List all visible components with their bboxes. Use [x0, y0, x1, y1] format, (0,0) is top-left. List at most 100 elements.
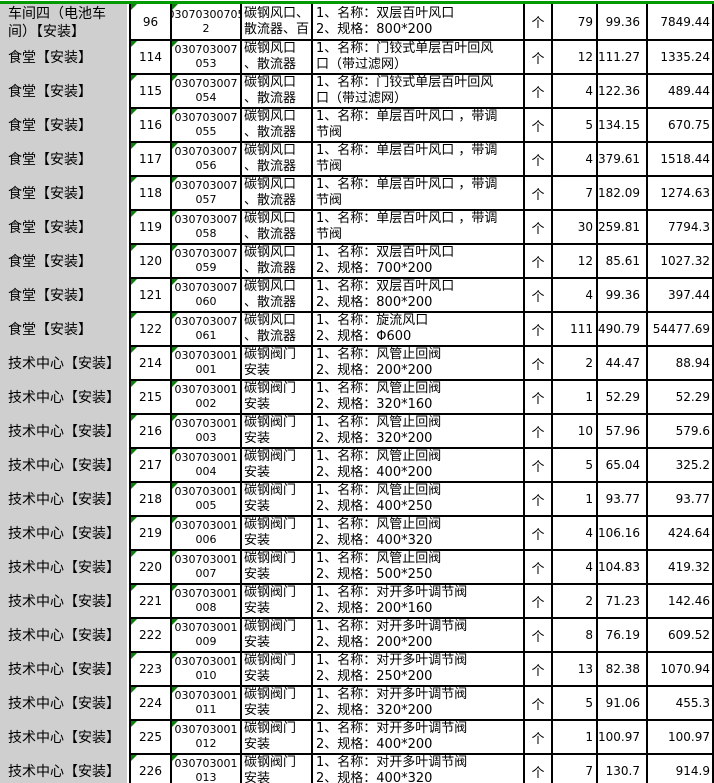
item-number-cell[interactable]: 219	[131, 517, 172, 551]
item-name-cell[interactable]: 碳钢阀门 安装	[242, 415, 313, 449]
quantity-cell[interactable]: 4	[553, 517, 598, 551]
total-price-cell[interactable]: 52.29	[648, 381, 714, 415]
item-code-cell[interactable]: 030703007 055	[172, 109, 242, 143]
unit-cell[interactable]: 个	[525, 245, 553, 279]
item-number-cell[interactable]: 121	[131, 279, 172, 313]
group-label-cell[interactable]: 技术中心【安装】	[0, 415, 129, 449]
item-number-cell[interactable]: 215	[131, 381, 172, 415]
unit-cell[interactable]: 个	[525, 313, 553, 347]
unit-cell[interactable]: 个	[525, 177, 553, 211]
item-code-cell[interactable]: 030703001 009	[172, 619, 242, 653]
group-label-cell[interactable]: 食堂【安装】	[0, 279, 129, 313]
group-label-cell[interactable]: 技术中心【安装】	[0, 517, 129, 551]
quantity-cell[interactable]: 79	[553, 4, 598, 41]
unit-cell[interactable]: 个	[525, 415, 553, 449]
item-name-cell[interactable]: 碳钢风口 、散流器	[242, 109, 313, 143]
total-price-cell[interactable]: 7849.44	[648, 4, 714, 41]
item-description-cell[interactable]: 1、名称：双层百叶风口 2、规格：800*200	[313, 279, 525, 313]
item-name-cell[interactable]: 碳钢阀门 安装	[242, 551, 313, 585]
item-description-cell[interactable]: 1、名称：门铰式单层百叶回风 口（带过滤网）	[313, 41, 525, 75]
group-label-cell[interactable]: 技术中心【安装】	[0, 755, 129, 783]
total-price-cell[interactable]: 1070.94	[648, 653, 714, 687]
group-label-cell[interactable]: 技术中心【安装】	[0, 653, 129, 687]
unit-cell[interactable]: 个	[525, 517, 553, 551]
total-price-cell[interactable]: 670.75	[648, 109, 714, 143]
item-name-cell[interactable]: 碳钢阀门 安装	[242, 687, 313, 721]
item-name-cell[interactable]: 碳钢风口 、散流器	[242, 279, 313, 313]
unit-cell[interactable]: 个	[525, 721, 553, 755]
item-code-cell[interactable]: 030703007 054	[172, 75, 242, 109]
quantity-cell[interactable]: 4	[553, 143, 598, 177]
group-label-cell[interactable]: 技术中心【安装】	[0, 721, 129, 755]
item-code-cell[interactable]: 030703007 053	[172, 41, 242, 75]
unit-price-cell[interactable]: 52.29	[598, 381, 648, 415]
item-name-cell[interactable]: 碳钢风口 、散流器	[242, 245, 313, 279]
unit-price-cell[interactable]: 71.23	[598, 585, 648, 619]
unit-price-cell[interactable]: 85.61	[598, 245, 648, 279]
item-code-cell[interactable]: 030703001 006	[172, 517, 242, 551]
unit-cell[interactable]: 个	[525, 347, 553, 381]
item-description-cell[interactable]: 1、名称：对开多叶调节阀 2、规格：400*320	[313, 755, 525, 783]
item-number-cell[interactable]: 118	[131, 177, 172, 211]
quantity-cell[interactable]: 8	[553, 619, 598, 653]
group-label-cell[interactable]: 技术中心【安装】	[0, 449, 129, 483]
total-price-cell[interactable]: 93.77	[648, 483, 714, 517]
quantity-cell[interactable]: 4	[553, 75, 598, 109]
quantity-cell[interactable]: 7	[553, 177, 598, 211]
total-price-cell[interactable]: 325.2	[648, 449, 714, 483]
item-number-cell[interactable]: 216	[131, 415, 172, 449]
item-code-cell[interactable]: 030703007 057	[172, 177, 242, 211]
total-price-cell[interactable]: 100.97	[648, 721, 714, 755]
item-name-cell[interactable]: 碳钢阀门 安装	[242, 585, 313, 619]
item-code-cell[interactable]: 030703001 010	[172, 653, 242, 687]
quantity-cell[interactable]: 10	[553, 415, 598, 449]
group-label-cell[interactable]: 食堂【安装】	[0, 313, 129, 347]
item-number-cell[interactable]: 114	[131, 41, 172, 75]
item-description-cell[interactable]: 1、名称：单层百叶风口 ，带调 节阀	[313, 177, 525, 211]
unit-price-cell[interactable]: 259.81	[598, 211, 648, 245]
group-label-cell[interactable]: 车间四（电池车 间）【安装】	[0, 4, 129, 41]
item-name-cell[interactable]: 碳钢阀门 安装	[242, 517, 313, 551]
group-label-cell[interactable]: 技术中心【安装】	[0, 687, 129, 721]
group-label-cell[interactable]: 食堂【安装】	[0, 109, 129, 143]
total-price-cell[interactable]: 1027.32	[648, 245, 714, 279]
unit-cell[interactable]: 个	[525, 4, 553, 41]
total-price-cell[interactable]: 455.3	[648, 687, 714, 721]
unit-cell[interactable]: 个	[525, 585, 553, 619]
unit-price-cell[interactable]: 65.04	[598, 449, 648, 483]
item-description-cell[interactable]: 1、名称：双层百叶风口 2、规格：800*200	[313, 4, 525, 41]
group-label-cell[interactable]: 食堂【安装】	[0, 41, 129, 75]
item-name-cell[interactable]: 碳钢阀门 安装	[242, 619, 313, 653]
item-number-cell[interactable]: 119	[131, 211, 172, 245]
item-number-cell[interactable]: 96	[131, 4, 172, 41]
total-price-cell[interactable]: 419.32	[648, 551, 714, 585]
quantity-cell[interactable]: 12	[553, 245, 598, 279]
item-description-cell[interactable]: 1、名称：对开多叶调节阀 2、规格：200*200	[313, 619, 525, 653]
item-number-cell[interactable]: 214	[131, 347, 172, 381]
item-number-cell[interactable]: 222	[131, 619, 172, 653]
item-number-cell[interactable]: 225	[131, 721, 172, 755]
quantity-cell[interactable]: 13	[553, 653, 598, 687]
item-name-cell[interactable]: 碳钢风口 、散流器	[242, 211, 313, 245]
item-name-cell[interactable]: 碳钢风口、 散流器、百	[242, 4, 313, 41]
item-code-cell[interactable]: 030703001 008	[172, 585, 242, 619]
unit-price-cell[interactable]: 44.47	[598, 347, 648, 381]
item-code-cell[interactable]: 030703001 002	[172, 381, 242, 415]
item-name-cell[interactable]: 碳钢阀门 安装	[242, 755, 313, 783]
item-number-cell[interactable]: 116	[131, 109, 172, 143]
group-label-cell[interactable]: 技术中心【安装】	[0, 483, 129, 517]
total-price-cell[interactable]: 914.9	[648, 755, 714, 783]
item-code-cell[interactable]: 030703001 013	[172, 755, 242, 783]
quantity-cell[interactable]: 111	[553, 313, 598, 347]
unit-price-cell[interactable]: 100.97	[598, 721, 648, 755]
item-name-cell[interactable]: 碳钢阀门 安装	[242, 347, 313, 381]
item-code-cell[interactable]: 030703001 011	[172, 687, 242, 721]
unit-cell[interactable]: 个	[525, 551, 553, 585]
total-price-cell[interactable]: 489.44	[648, 75, 714, 109]
item-code-cell[interactable]: 030703001 005	[172, 483, 242, 517]
item-description-cell[interactable]: 1、名称：风管止回阀 2、规格：320*160	[313, 381, 525, 415]
item-description-cell[interactable]: 1、名称：单层百叶风口 ，带调 节阀	[313, 109, 525, 143]
item-code-cell[interactable]: 030703007 056	[172, 143, 242, 177]
item-description-cell[interactable]: 1、名称：旋流风口 2、规格：Φ600	[313, 313, 525, 347]
total-price-cell[interactable]: 142.46	[648, 585, 714, 619]
